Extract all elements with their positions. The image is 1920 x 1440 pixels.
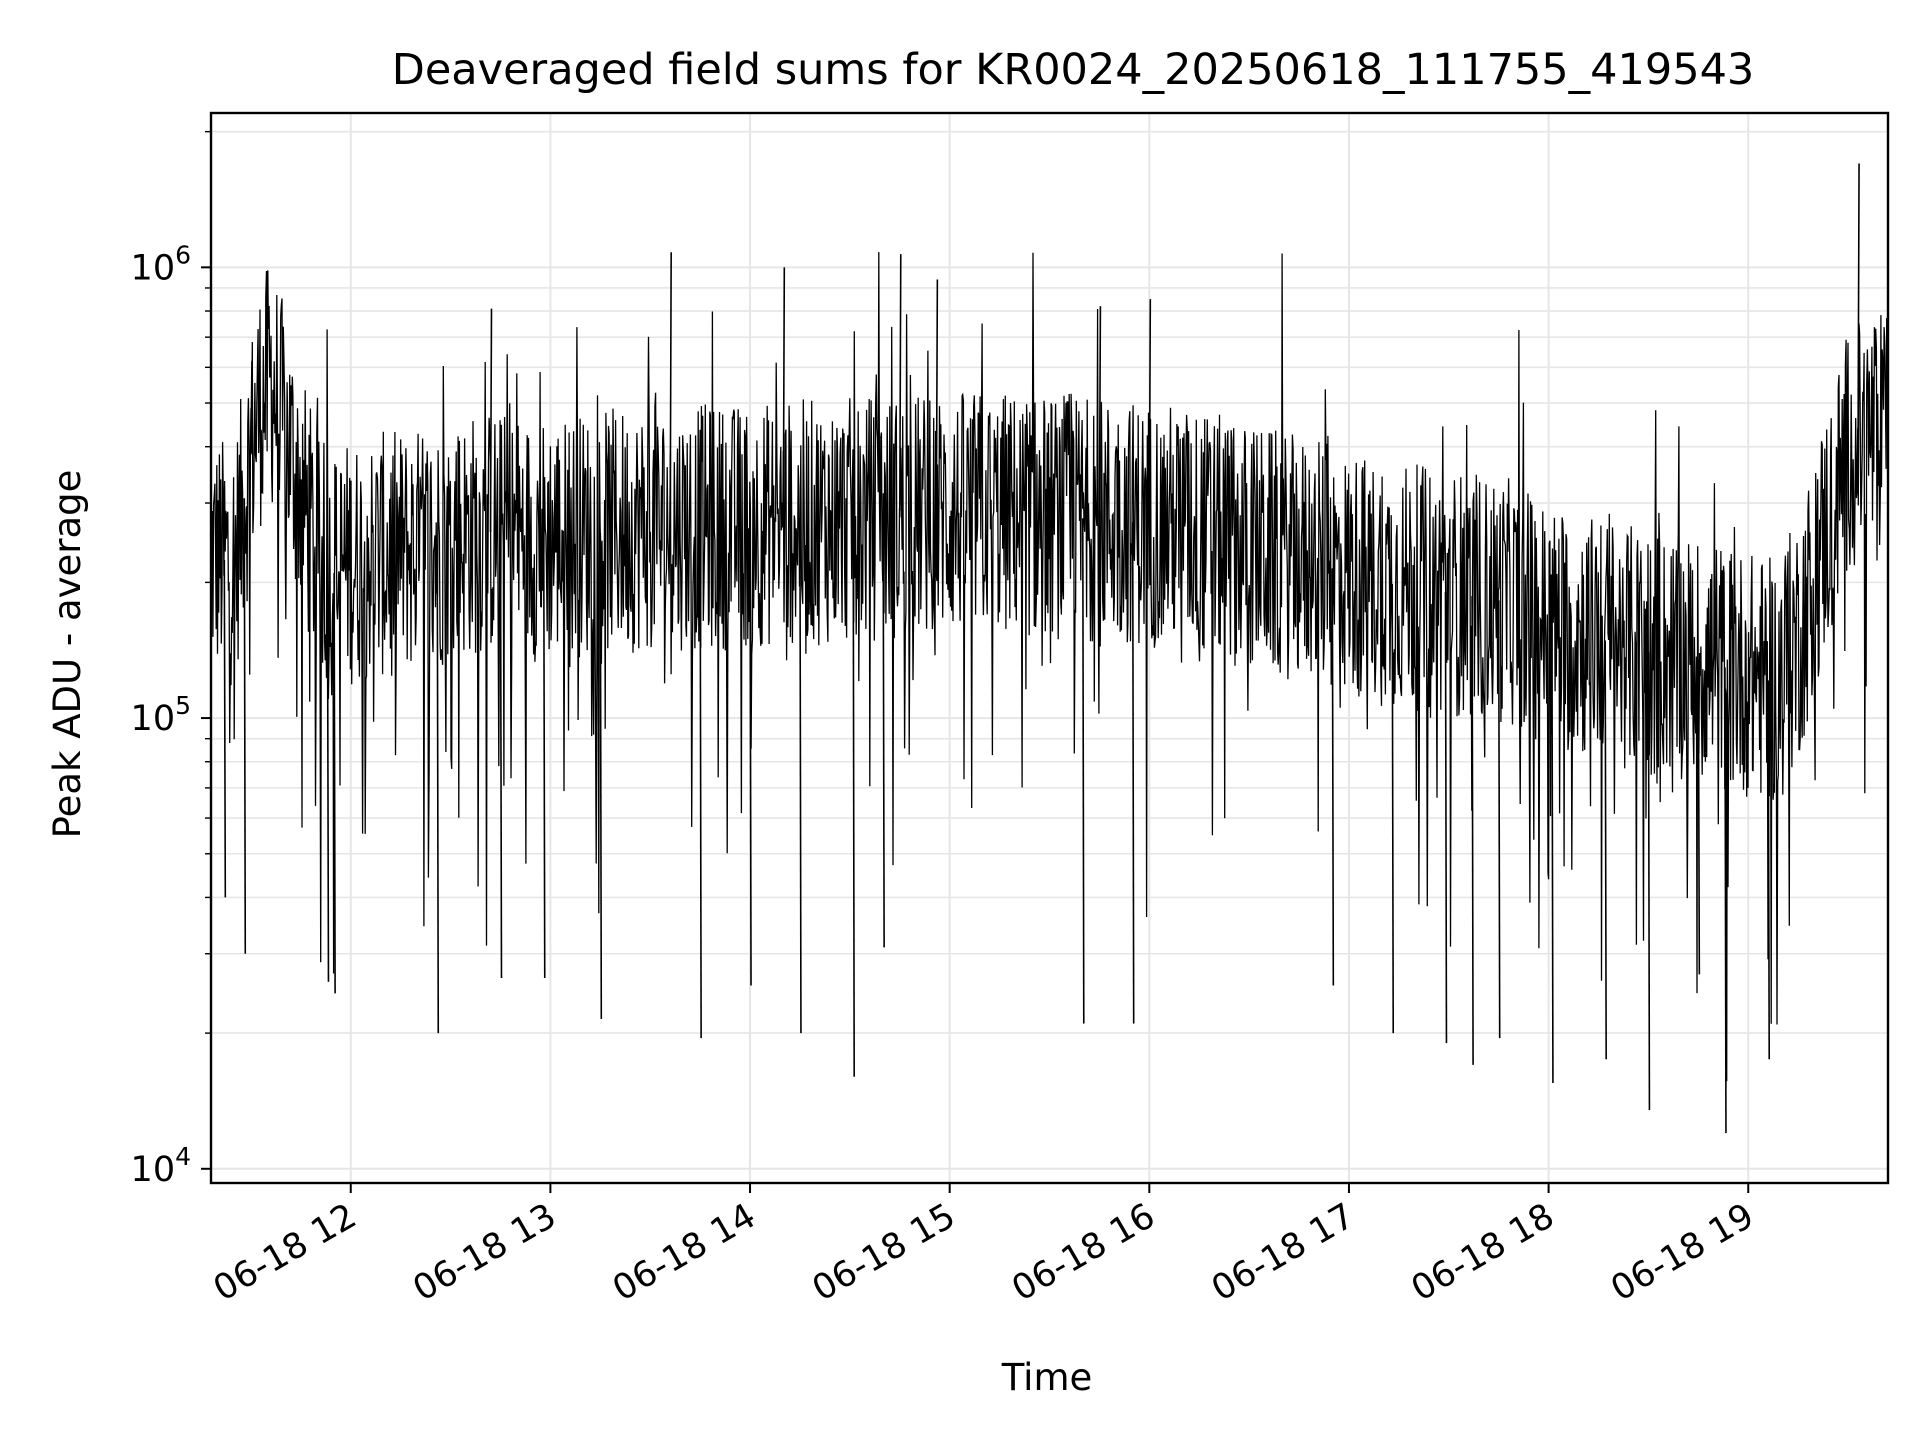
series-spike [1551, 626, 1554, 1084]
series-spike [898, 254, 902, 518]
y-tick-label: 105 [131, 691, 191, 739]
y-tick-label: 104 [131, 1142, 191, 1190]
series-spike [1697, 659, 1701, 975]
series-spike [542, 537, 546, 979]
y-tick-base: 10 [131, 1150, 176, 1190]
series-spike [669, 252, 672, 528]
y-tick-base: 10 [131, 248, 176, 288]
series-spike [1148, 299, 1152, 524]
series-spike [1444, 591, 1448, 1044]
series-spike [1131, 521, 1135, 1024]
y-axis-label: Peak ADU - average [46, 470, 89, 839]
series-spike [223, 559, 227, 898]
series-spike [489, 308, 493, 533]
series-spike [1098, 306, 1102, 520]
series-spike [1857, 163, 1860, 445]
plot-frame [209, 111, 1890, 1185]
series-spike [699, 527, 702, 1039]
series-spike [250, 360, 253, 455]
series-spike [333, 573, 336, 994]
series-spike [436, 545, 440, 1034]
series-spike [1081, 518, 1085, 1024]
series-spike [326, 579, 330, 982]
series-spike [1767, 680, 1771, 1060]
series-spike [749, 525, 752, 986]
series-spike [852, 519, 855, 1077]
series-spike [882, 518, 885, 948]
series-spike [1391, 583, 1395, 1034]
series-spike [1604, 640, 1607, 1060]
chart-title: Deaveraged field sums for KR0024_2025061… [392, 45, 1755, 95]
y-tick-base: 10 [131, 699, 176, 739]
series-spike [782, 267, 786, 524]
series-spike [599, 532, 603, 1019]
y-tick-exponent: 5 [175, 691, 191, 720]
y-tick-label: 106 [131, 240, 191, 288]
series-spike [1331, 568, 1335, 986]
y-tick-exponent: 4 [175, 1142, 191, 1171]
series-spike [499, 533, 503, 979]
series-spike [1724, 667, 1727, 1134]
plot-area [211, 163, 1888, 1134]
series-spike [243, 498, 247, 954]
series-spike [1471, 596, 1474, 1065]
x-axis-label: Time [1001, 1356, 1093, 1399]
series-spike [1497, 600, 1501, 1039]
series-spike [799, 522, 802, 1034]
y-tick-exponent: 6 [175, 240, 191, 269]
series-spike [935, 279, 939, 516]
series-spike [1647, 652, 1651, 1111]
series-layer [211, 163, 1888, 1134]
